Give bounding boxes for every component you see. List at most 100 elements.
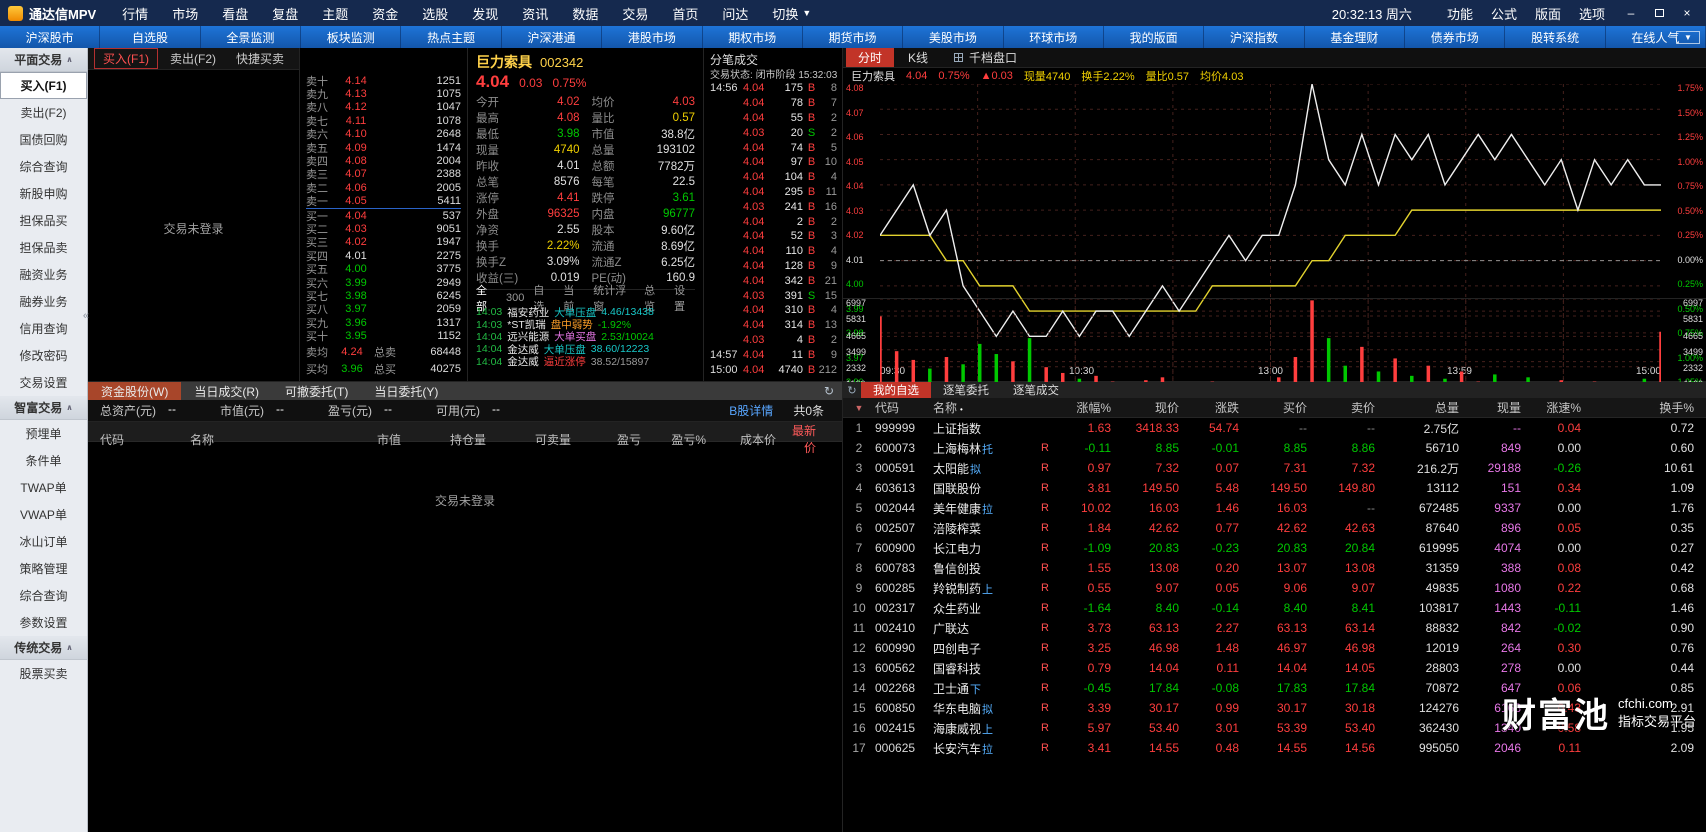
tick-row[interactable]: 4.04 342 B 21 xyxy=(710,273,837,288)
navbar-item[interactable]: 沪深股市 xyxy=(0,26,101,48)
bid-level-row[interactable]: 买十 3.95 1152 xyxy=(306,329,461,343)
news-item[interactable]: 14:03 福安药业 大单压盘 4.46/13438 xyxy=(476,306,695,318)
watchlist-row[interactable]: 6 002507 涪陵榨菜 R 1.84 42.62 0.77 42.62 42… xyxy=(843,518,1706,538)
sort-caret-icon[interactable]: ▼ xyxy=(854,402,864,413)
sidebar-collapse-handle[interactable]: « xyxy=(82,310,89,322)
ask-level-row[interactable]: 卖八 4.12 1047 xyxy=(306,101,461,114)
col-turnover[interactable]: 换手% xyxy=(1659,401,1694,415)
sidebar-item[interactable]: TWAP单 xyxy=(20,481,67,495)
tick-row[interactable]: 4.04 310 B 4 xyxy=(710,303,837,318)
trade-tab[interactable]: 快捷买卖 xyxy=(236,52,285,66)
titlebar-right-menu-item[interactable]: 版面 xyxy=(1534,6,1561,22)
news-tab[interactable]: 总览 xyxy=(644,285,656,313)
chart-tab[interactable]: 分时 xyxy=(846,48,895,67)
portfolio-tab[interactable]: 可撤委托(T) xyxy=(285,384,349,399)
col-code[interactable]: 代码 xyxy=(100,432,125,447)
tick-row[interactable]: 4.03 4 B 2 xyxy=(710,333,837,348)
refresh-icon[interactable]: ↻ xyxy=(823,384,834,398)
tick-row[interactable]: 14:57 4.04 11 B 9 xyxy=(710,347,837,362)
navbar-item[interactable]: 沪深指数 xyxy=(1204,26,1305,48)
sidebar-item[interactable]: 股票买卖 xyxy=(19,667,68,681)
tick-row[interactable]: 4.04 52 B 3 xyxy=(710,229,837,244)
col-volume[interactable]: 总量 xyxy=(1434,401,1459,415)
navbar-item[interactable]: 我的版面 xyxy=(1104,26,1205,48)
trade-tab[interactable]: 买入(F1) xyxy=(94,48,158,69)
watchlist-row[interactable]: 1 999999 上证指数 1.63 3418.33 54.74 -- -- 2… xyxy=(843,418,1706,438)
navbar-item[interactable]: 期权市场 xyxy=(703,26,803,48)
sidebar-section-plain-trade[interactable]: 平面交易 ∧ xyxy=(0,48,87,72)
bid-level-row[interactable]: 买四 4.01 2275 xyxy=(306,249,461,263)
tick-row[interactable]: 4.04 55 B 2 xyxy=(710,111,837,126)
watchlist-row[interactable]: 17 000625 长安汽车拉 R 3.41 14.55 0.48 14.55 … xyxy=(843,738,1706,758)
tick-row[interactable]: 4.04 314 B 13 xyxy=(710,318,837,333)
sidebar-item[interactable]: 担保品卖 xyxy=(19,241,68,255)
titlebar-menu-item[interactable]: 选股 xyxy=(422,6,449,22)
close-icon[interactable]: × xyxy=(1683,6,1691,20)
tick-row[interactable]: 4.03 391 S 15 xyxy=(710,288,837,303)
navbar-item[interactable]: 热点主题 xyxy=(401,26,502,48)
depth-tab[interactable]: 千档盘口 xyxy=(969,51,1018,65)
navbar-item[interactable]: 期货市场 xyxy=(803,26,904,48)
ask-level-row[interactable]: 卖六 4.10 2648 xyxy=(306,128,461,141)
titlebar-menu-item[interactable]: 资金 xyxy=(372,6,399,22)
col-last-price[interactable]: 最新价 xyxy=(791,424,816,455)
ask-level-row[interactable]: 卖二 4.06 2005 xyxy=(306,181,461,195)
col-name[interactable]: 名称 xyxy=(190,432,215,447)
titlebar-right-menu-item[interactable]: 选项 xyxy=(1578,6,1605,22)
watchlist-row[interactable]: 8 600783 鲁信创投 R 1.55 13.08 0.20 13.07 13… xyxy=(843,558,1706,578)
trade-tab[interactable]: 卖出(F2) xyxy=(170,52,216,66)
ask-level-row[interactable]: 卖九 4.13 1075 xyxy=(306,87,461,101)
navbar-item[interactable]: 股转系统 xyxy=(1505,26,1606,48)
col-market-value[interactable]: 市值 xyxy=(376,432,401,447)
portfolio-tab[interactable]: 当日委托(Y) xyxy=(374,384,439,399)
news-tab[interactable]: 300 xyxy=(505,292,525,304)
navbar-item[interactable]: 全景监测 xyxy=(201,26,302,48)
watchlist-row[interactable]: 14 002268 卫士通下 R -0.45 17.84 -0.08 17.83… xyxy=(843,678,1706,698)
navbar-item[interactable]: 自选股 xyxy=(100,26,201,48)
switch-caret-icon[interactable]: ▼ xyxy=(802,8,812,18)
watchlist-row[interactable]: 2 600073 上海梅林托 R -0.11 8.85 -0.01 8.85 8… xyxy=(843,438,1706,458)
portfolio-tab[interactable]: 资金股份(W) xyxy=(88,382,182,400)
titlebar-menu-item[interactable]: 切换 xyxy=(772,6,799,22)
sidebar-item[interactable]: 参数设置 xyxy=(19,616,68,630)
tick-row[interactable]: 4.04 295 B 11 xyxy=(710,185,837,200)
sidebar-item[interactable]: 担保品买 xyxy=(19,214,68,228)
news-tab[interactable]: 设置 xyxy=(674,285,686,313)
titlebar-right-menu-item[interactable]: 公式 xyxy=(1490,6,1517,22)
tick-row[interactable]: 4.04 78 B 7 xyxy=(710,96,837,111)
minimize-icon[interactable]: – xyxy=(1627,6,1635,20)
col-code[interactable]: 代码 xyxy=(875,401,900,415)
sidebar-section-smart-trade[interactable]: 智富交易 ∧ xyxy=(0,396,87,420)
bid-level-row[interactable]: 买九 3.96 1317 xyxy=(306,316,461,330)
bid-level-row[interactable]: 买八 3.97 2059 xyxy=(306,303,461,316)
portfolio-tab[interactable]: 当日成交(R) xyxy=(194,384,259,399)
maximize-icon[interactable] xyxy=(1648,4,1670,22)
titlebar-menu-item[interactable]: 市场 xyxy=(172,6,199,22)
sidebar-item[interactable]: 新股申购 xyxy=(19,187,68,201)
news-tab[interactable]: 自选 xyxy=(533,285,545,313)
sidebar-item[interactable]: 预埋单 xyxy=(25,427,62,441)
news-tab[interactable]: 当前 xyxy=(563,285,575,313)
watchlist-row[interactable]: 10 002317 众生药业 R -1.64 8.40 -0.14 8.40 8… xyxy=(843,598,1706,618)
titlebar-menu-item[interactable]: 交易 xyxy=(622,6,649,22)
watchlist-row[interactable]: 12 600990 四创电子 R 3.25 46.98 1.48 46.97 4… xyxy=(843,638,1706,658)
news-item[interactable]: 14:04 远兴能源 大单买盘 2.53/10024 xyxy=(476,331,695,343)
tick-row[interactable]: 4.04 110 B 4 xyxy=(710,244,837,259)
bid-level-row[interactable]: 买七 3.98 6245 xyxy=(306,289,461,303)
bid-level-row[interactable]: 买六 3.99 2949 xyxy=(306,276,461,290)
watchlist-row[interactable]: 11 002410 广联达 R 3.73 63.13 2.27 63.13 63… xyxy=(843,618,1706,638)
tick-row[interactable]: 4.04 128 B 9 xyxy=(710,259,837,274)
sidebar-item[interactable]: 策略管理 xyxy=(19,562,68,576)
titlebar-menu-item[interactable]: 复盘 xyxy=(272,6,299,22)
sidebar-item[interactable]: 交易设置 xyxy=(19,376,68,390)
col-pnl[interactable]: 盈亏 xyxy=(616,432,641,447)
watchlist-tab[interactable]: 逐笔成交 xyxy=(1013,385,1059,397)
ask-level-row[interactable]: 卖四 4.08 2004 xyxy=(306,154,461,168)
col-ask[interactable]: 卖价 xyxy=(1350,401,1375,415)
sidebar-item[interactable]: 买入(F1) xyxy=(0,72,87,99)
bid-level-row[interactable]: 买二 4.03 9051 xyxy=(306,222,461,236)
watchlist-row[interactable]: 15 600850 华东电脑拟 R 3.39 30.17 0.99 30.17 … xyxy=(843,698,1706,718)
col-cur-volume[interactable]: 现量 xyxy=(1496,401,1521,415)
news-item[interactable]: 14:03 *ST凯瑞 盘中弱势 -1.92% xyxy=(476,318,695,331)
watchlist-row[interactable]: 9 600285 羚锐制药上 R 0.55 9.07 0.05 9.06 9.0… xyxy=(843,578,1706,598)
